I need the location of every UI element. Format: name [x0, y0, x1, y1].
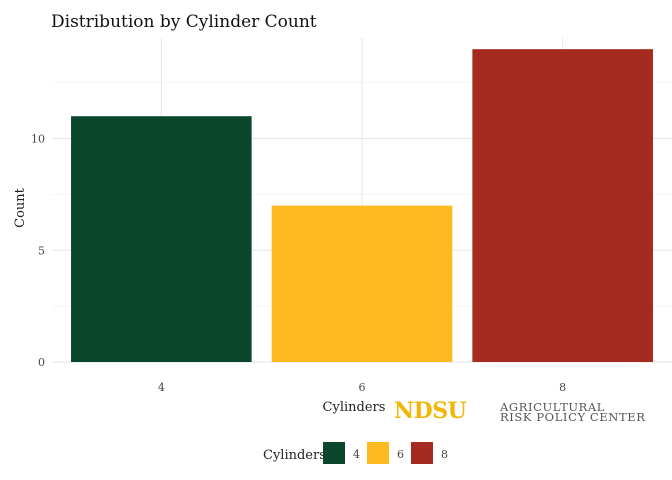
y-tick-label: 5	[38, 244, 45, 257]
legend-key-6	[367, 442, 389, 464]
y-tick-label: 0	[38, 356, 45, 369]
legend-label: 8	[441, 448, 448, 461]
bars	[71, 49, 653, 362]
legend-label: 4	[353, 448, 360, 461]
x-tick-labels: 4 6 8	[158, 381, 566, 394]
chart-title: Distribution by Cylinder Count	[51, 12, 317, 32]
bar-6	[271, 205, 453, 362]
x-tick-label: 8	[559, 381, 566, 394]
y-tick-labels: 0 5 10	[31, 133, 45, 369]
y-tick-label: 10	[31, 133, 45, 146]
logo-line-2: RISK POLICY CENTER	[500, 410, 646, 424]
bar-8	[472, 49, 653, 362]
ndsu-logo: NDSU AGRICULTURAL RISK POLICY CENTER	[394, 398, 646, 424]
legend-label: 6	[397, 448, 404, 461]
legend-title: Cylinders	[263, 448, 326, 463]
bar-4	[71, 116, 252, 362]
legend-key-8	[411, 442, 433, 464]
logo-line-1: AGRICULTURAL	[499, 400, 605, 414]
logo-wordmark: NDSU	[394, 398, 467, 424]
legend-key-4	[323, 442, 345, 464]
legend: Cylinders 4 6 8	[263, 442, 448, 464]
x-axis-label: Cylinders	[323, 400, 386, 415]
x-tick-label: 6	[359, 381, 366, 394]
y-axis-label: Count	[13, 187, 28, 228]
x-tick-label: 4	[158, 381, 165, 394]
